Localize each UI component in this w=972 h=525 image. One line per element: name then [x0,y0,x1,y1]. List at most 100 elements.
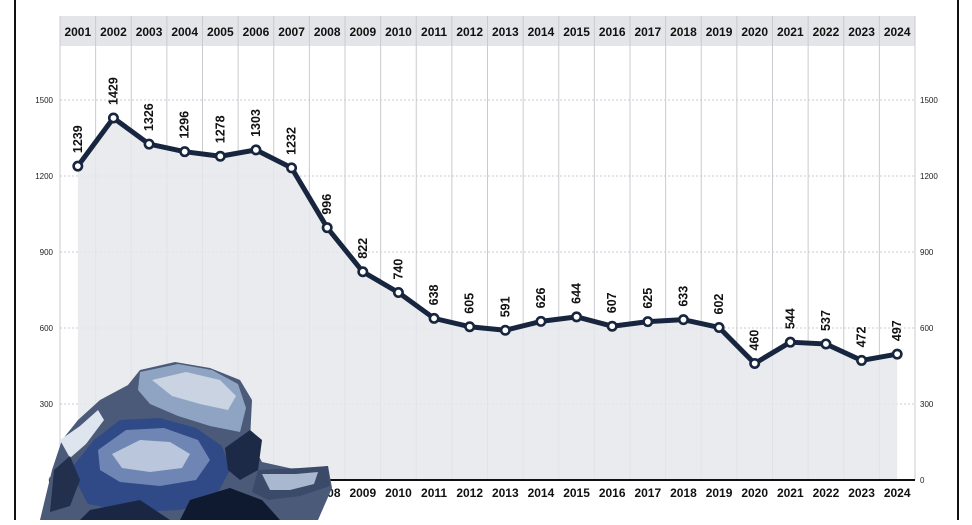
data-point [464,321,476,333]
x-tick-label-bottom: 2012 [456,486,483,500]
data-point [571,311,583,323]
y-tick-label-right: 1200 [920,172,938,181]
data-label: 591 [498,296,512,317]
y-tick-label-left: 600 [40,324,54,333]
data-label: 602 [712,294,726,315]
x-tick-label-top: 2013 [492,25,519,39]
data-point [820,338,832,350]
data-point [499,324,511,336]
data-point [428,312,440,324]
series-line [75,115,900,366]
area-layer [77,117,898,480]
x-tick-label-bottom: 2011 [421,486,447,500]
x-tick-label-bottom: 2018 [670,486,697,500]
x-tick-label-top: 2016 [599,25,626,39]
data-point [72,160,84,172]
data-label: 1326 [142,103,156,131]
data-label: 644 [570,283,584,304]
crashed-car-illustration [40,362,332,520]
x-tick-label-bottom: 2010 [385,486,412,500]
x-tick-label-bottom: 2022 [813,486,840,500]
data-label: 1303 [249,109,263,137]
data-label: 460 [748,330,762,351]
data-point [250,144,262,156]
data-point [357,266,369,278]
data-label: 1429 [106,77,120,105]
data-label: 1296 [178,111,192,139]
y-tick-label-right: 300 [920,400,934,409]
area-fill [77,117,898,480]
data-point [214,150,226,162]
data-label: 1239 [71,125,85,153]
y-tick-label-left: 1500 [35,96,53,105]
y-tick-label-left: 1200 [35,172,53,181]
value-labels: 1239 1429 1326 1296 1278 1303 1232 996 822 740 638… [71,77,904,350]
data-point [286,162,298,174]
x-tick-label-top: 2019 [706,25,733,39]
x-tick-label-top: 2017 [634,25,661,39]
x-tick-label-top: 2010 [385,25,412,39]
x-tick-label-bottom: 2014 [528,486,555,500]
x-tick-label-top: 2022 [813,25,840,39]
y-tick-label-right: 1500 [920,96,938,105]
data-label: 626 [534,288,548,309]
y-tick-label-right: 600 [920,324,934,333]
x-tick-label-top: 2002 [100,25,127,39]
data-label: 996 [320,194,334,215]
data-point [856,354,868,366]
x-tick-label-bottom: 2013 [492,486,519,500]
data-point [606,320,618,332]
data-point [749,357,761,369]
x-tick-label-top: 2023 [848,25,875,39]
data-point [321,222,333,234]
x-tick-label-bottom: 2023 [848,486,875,500]
x-tick-label-top: 2006 [243,25,270,39]
data-point [891,348,903,360]
data-point [392,287,404,299]
data-point [713,321,725,333]
data-label: 544 [783,308,797,329]
data-point [784,336,796,348]
data-label: 472 [855,327,869,348]
y-tick-label-left: 900 [40,248,54,257]
x-tick-label-bottom: 2019 [706,486,733,500]
data-label: 822 [356,238,370,259]
data-label: 537 [819,310,833,331]
x-tick-label-top: 2021 [777,25,804,39]
x-tick-label-top: 2009 [349,25,376,39]
x-tick-label-bottom: 2009 [349,486,376,500]
x-tick-label-top: 2020 [741,25,768,39]
x-tick-label-bottom: 2016 [599,486,626,500]
series-line-layer [75,115,900,366]
x-tick-label-top: 2015 [563,25,590,39]
x-tick-label-top: 2014 [528,25,555,39]
markers [72,112,903,369]
x-tick-label-top: 2012 [456,25,483,39]
data-point [535,315,547,327]
y-tick-label-right: 900 [920,248,934,257]
data-label: 607 [605,292,619,313]
data-label: 638 [427,284,441,305]
x-tick-label-bottom: 2017 [634,486,661,500]
y-tick-label-left: 300 [40,400,54,409]
data-label: 605 [463,293,477,314]
data-point [143,138,155,150]
x-tick-label-bottom: 2024 [884,486,911,500]
data-label: 740 [391,259,405,280]
x-tick-label-top: 2005 [207,25,234,39]
x-tick-label-top: 2001 [64,25,91,39]
x-tick-label-top: 2018 [670,25,697,39]
x-tick-label-top: 2004 [171,25,198,39]
data-label: 1232 [285,127,299,155]
x-tick-label-bottom: 2021 [777,486,804,500]
x-tick-label-top: 2011 [421,25,447,39]
y-tick-label-right: 0 [920,476,925,485]
data-point [179,146,191,158]
data-point [677,314,689,326]
data-label: 633 [676,286,690,307]
x-tick-label-top: 2007 [278,25,305,39]
data-label: 625 [641,288,655,309]
year-labels-top: 2001 2002 2003 2004 2005 2006 2007 2008 2009 2010… [64,25,910,39]
